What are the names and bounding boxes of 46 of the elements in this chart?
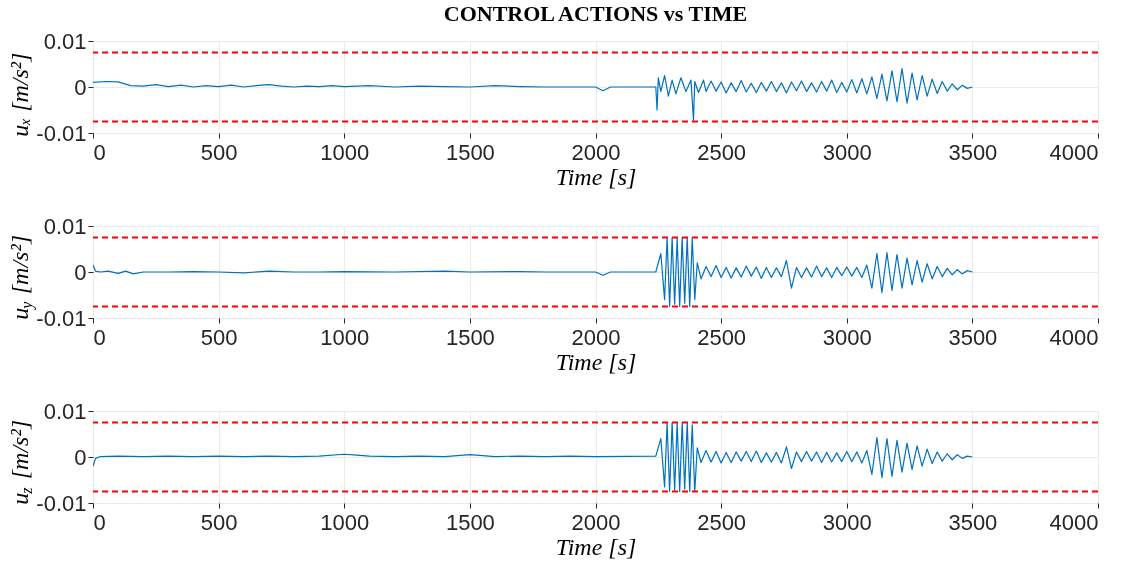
x-tick-label: 1000 [320, 139, 370, 165]
x-tick-label: 0 [93, 324, 106, 350]
y-tick-label: -0.01 [36, 120, 87, 146]
y-axis-title: uz [m/s²] [7, 420, 35, 505]
line-series [93, 236, 973, 308]
line-series [93, 68, 973, 121]
y-tick-label: 0.01 [43, 28, 87, 54]
x-axis-title: Time [s] [555, 163, 637, 190]
x-tick-label: 2500 [697, 139, 747, 165]
x-tick-label: 2500 [697, 509, 747, 535]
x-tick-label: 0 [93, 139, 106, 165]
x-tick-label: 4000 [1049, 139, 1099, 165]
y-tick-label: 0 [74, 444, 87, 470]
x-tick-label: 1000 [320, 324, 370, 350]
x-tick-label: 2000 [571, 139, 621, 165]
x-axis-title: Time [s] [555, 533, 637, 560]
x-tick-label: 1500 [445, 509, 495, 535]
x-tick-label: 2000 [571, 509, 621, 535]
x-tick-label: 3000 [822, 509, 872, 535]
y-tick-label: 0 [74, 74, 87, 100]
x-axis-title: Time [s] [555, 348, 637, 375]
x-tick-label: 3000 [822, 324, 872, 350]
y-tick-label: -0.01 [36, 490, 87, 516]
x-tick-label: 4000 [1049, 324, 1099, 350]
y-tick-label: 0 [74, 259, 87, 285]
x-tick-label: 1500 [445, 139, 495, 165]
chart-title: CONTROL ACTIONS vs TIME [443, 1, 748, 26]
x-tick-label: 3000 [822, 139, 872, 165]
x-tick-label: 500 [200, 139, 238, 165]
x-tick-label: 4000 [1049, 509, 1099, 535]
x-tick-label: 1000 [320, 509, 370, 535]
y-tick-label: 0.01 [43, 213, 87, 239]
line-series [93, 421, 973, 493]
x-tick-label: 2000 [571, 324, 621, 350]
x-tick-label: 3500 [948, 324, 998, 350]
x-tick-label: 500 [200, 509, 238, 535]
y-tick-label: 0.01 [43, 398, 87, 424]
x-tick-label: 3500 [948, 139, 998, 165]
y-axis-title: uₓ [m/s²] [7, 52, 33, 137]
y-tick-label: -0.01 [36, 305, 87, 331]
x-tick-label: 3500 [948, 509, 998, 535]
x-tick-label: 0 [93, 509, 106, 535]
x-tick-label: 2500 [697, 324, 747, 350]
x-tick-label: 1500 [445, 324, 495, 350]
y-axis-title: uy [m/s²] [7, 235, 36, 320]
x-tick-label: 500 [200, 324, 238, 350]
